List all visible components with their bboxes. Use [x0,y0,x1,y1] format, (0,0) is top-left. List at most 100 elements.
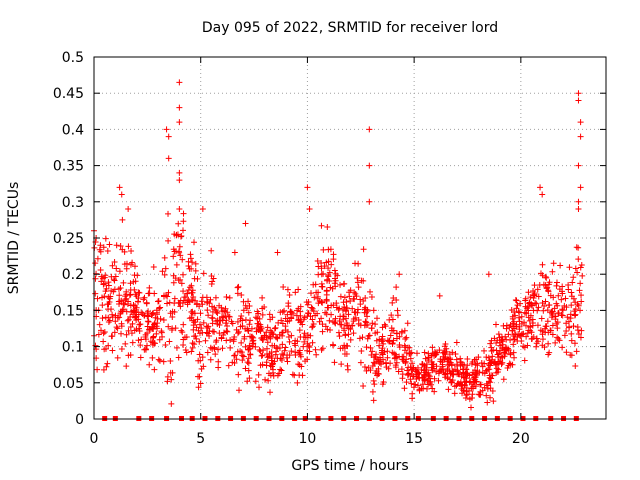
data-point [421,349,428,356]
data-point [125,327,132,334]
data-point [255,310,262,317]
data-point [177,233,184,240]
data-point [167,369,174,376]
data-point [129,320,136,327]
data-point [100,244,107,251]
data-point [189,259,196,266]
data-point [169,325,176,332]
data-point [358,277,365,284]
data-point [559,307,566,314]
data-point [100,281,107,288]
data-point [542,273,549,280]
data-point [514,338,521,345]
data-point [558,296,565,303]
data-point [209,315,216,322]
data-point [477,381,484,388]
data-point [569,279,576,286]
data-point [218,335,225,342]
data-point [224,328,231,335]
data-point [223,317,230,324]
data-point [223,294,230,301]
data-point [325,272,332,279]
data-point [171,231,178,238]
data-point [120,306,127,313]
data-point [326,317,333,324]
data-point [208,314,215,321]
data-point [376,342,383,349]
data-point [558,311,565,318]
data-point [337,321,344,328]
data-point [430,361,437,368]
data-point [227,336,234,343]
data-point [109,347,116,354]
data-point [314,310,321,317]
spike-point [231,249,238,256]
data-point [109,262,116,269]
data-point [92,260,99,267]
data-point [141,346,148,353]
data-point [571,312,578,319]
data-point [413,375,420,382]
data-point [275,319,282,326]
data-point [247,351,254,358]
data-point [296,327,303,334]
y-tick-label: 0.35 [53,159,84,175]
data-point [363,344,370,351]
data-point [102,314,109,321]
data-point [362,318,369,325]
data-point [106,317,113,324]
data-point [199,301,206,308]
data-point [250,337,257,344]
spike-point [577,133,584,140]
data-point [192,319,199,326]
data-point [144,323,151,330]
data-point [503,325,510,332]
data-point [180,321,187,328]
data-point [552,316,559,323]
grid-lines [94,57,606,419]
tick-labels: 0 0.05 0.1 0.15 0.2 0.25 0.3 0.35 0.4 0.45 0.5 0 5 10… [53,50,530,447]
data-point [442,341,449,348]
data-point [270,331,277,338]
data-point [559,344,566,351]
data-point [525,289,532,296]
data-point [106,241,113,248]
data-point [117,310,124,317]
data-point [124,317,131,324]
data-point [323,297,330,304]
data-point [410,384,417,391]
data-point [159,268,166,275]
data-point [407,364,414,371]
data-point [173,248,180,255]
data-point [521,357,528,364]
data-point [403,334,410,341]
data-point [401,327,408,334]
x-tick-label: 5 [196,431,205,447]
data-point [338,361,345,368]
data-point [265,377,272,384]
data-point [357,296,364,303]
data-point [213,337,220,344]
data-point [505,347,512,354]
data-point [380,379,387,386]
data-point [341,294,348,301]
data-point [499,359,506,366]
data-point [295,361,302,368]
data-point [225,362,232,369]
data-point [573,348,580,355]
data-point [570,274,577,281]
data-point [402,358,409,365]
data-point [278,357,285,364]
data-point [264,339,271,346]
data-point [247,317,254,324]
data-point [180,227,187,234]
data-point [125,298,132,305]
data-point [388,325,395,332]
data-point [208,281,215,288]
data-point [297,333,304,340]
data-point [536,281,543,288]
data-point [102,272,109,279]
data-point [563,304,570,311]
data-point [264,324,271,331]
data-point [555,292,562,299]
